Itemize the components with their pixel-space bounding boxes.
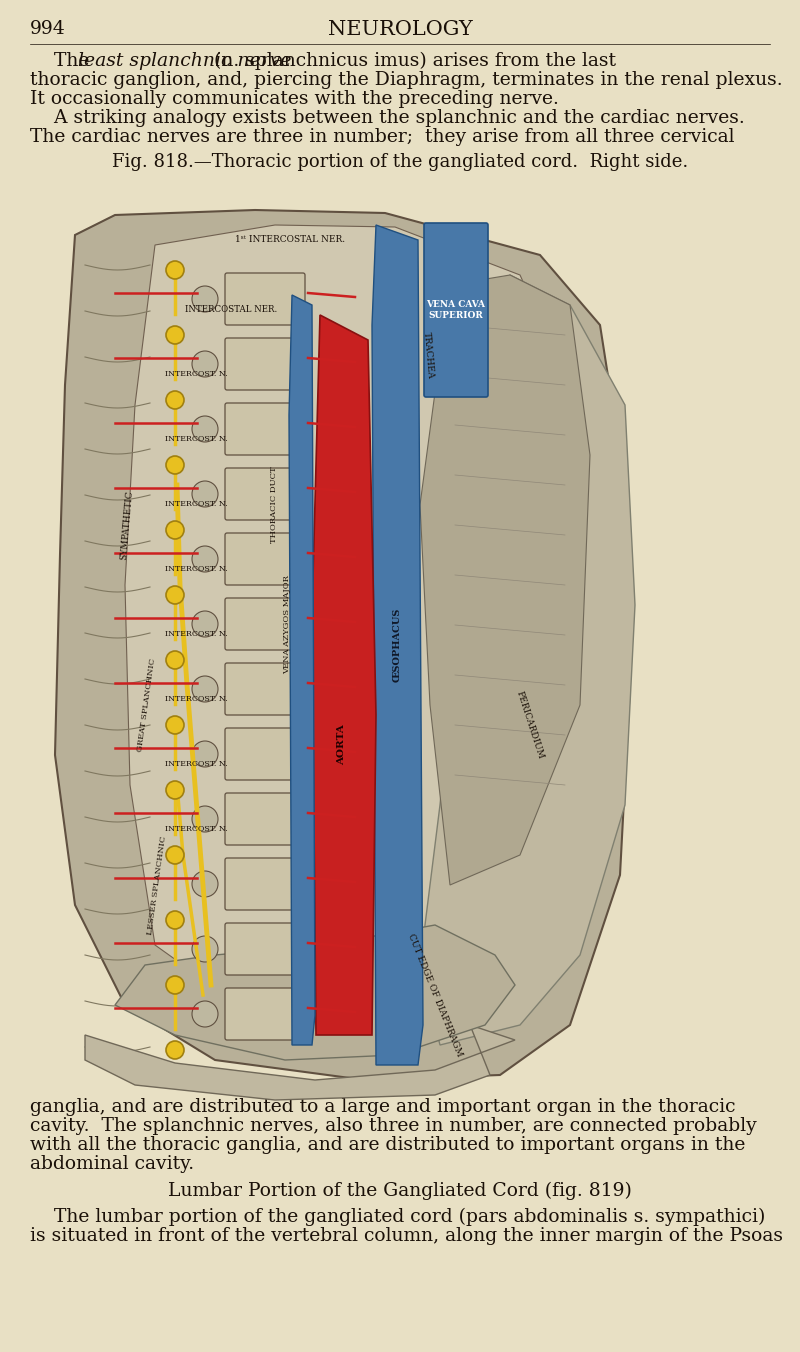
- FancyBboxPatch shape: [225, 338, 305, 389]
- Text: with all the thoracic ganglia, and are distributed to important organs in the: with all the thoracic ganglia, and are d…: [30, 1136, 746, 1155]
- Text: Lumbar Portion of the Gangliated Cord (fig. 819): Lumbar Portion of the Gangliated Cord (f…: [168, 1182, 632, 1199]
- FancyBboxPatch shape: [225, 794, 305, 845]
- Circle shape: [192, 287, 218, 312]
- Circle shape: [192, 546, 218, 572]
- Polygon shape: [125, 224, 580, 1005]
- Circle shape: [166, 781, 184, 799]
- Text: (n. splanchnicus imus) arises from the last: (n. splanchnicus imus) arises from the l…: [208, 51, 616, 70]
- Text: ŒSOPHACUS: ŒSOPHACUS: [393, 608, 402, 683]
- Text: LESSER SPLANCHNIC: LESSER SPLANCHNIC: [146, 836, 168, 936]
- Circle shape: [166, 911, 184, 929]
- Text: INTERCOST. N.: INTERCOST. N.: [165, 565, 228, 573]
- Circle shape: [166, 261, 184, 279]
- Text: abdominal cavity.: abdominal cavity.: [30, 1155, 194, 1174]
- FancyBboxPatch shape: [225, 468, 305, 521]
- Text: INTERCOST. N.: INTERCOST. N.: [165, 630, 228, 638]
- Polygon shape: [289, 295, 315, 1045]
- Text: INTERCOST. N.: INTERCOST. N.: [165, 370, 228, 379]
- FancyBboxPatch shape: [225, 662, 305, 715]
- Text: 994: 994: [30, 20, 66, 38]
- Text: The: The: [30, 51, 95, 70]
- Text: least splanchnic nerve: least splanchnic nerve: [78, 51, 291, 70]
- Text: 1ˢᵗ INTERCOSTAL NER.: 1ˢᵗ INTERCOSTAL NER.: [235, 235, 345, 243]
- Polygon shape: [85, 1025, 515, 1101]
- Circle shape: [166, 717, 184, 734]
- Text: Fig. 818.—Thoracic portion of the gangliated cord.  Right side.: Fig. 818.—Thoracic portion of the gangli…: [112, 153, 688, 170]
- Circle shape: [166, 521, 184, 539]
- FancyBboxPatch shape: [225, 533, 305, 585]
- Polygon shape: [420, 274, 590, 886]
- FancyBboxPatch shape: [225, 923, 305, 975]
- Text: CUT EDGE OF DIAPHRAGM: CUT EDGE OF DIAPHRAGM: [406, 933, 464, 1057]
- Polygon shape: [372, 224, 423, 1065]
- Polygon shape: [55, 210, 630, 1080]
- Circle shape: [166, 1041, 184, 1059]
- Polygon shape: [115, 925, 515, 1060]
- Text: NEUROLOGY: NEUROLOGY: [328, 20, 472, 39]
- Circle shape: [166, 326, 184, 343]
- Text: cavity.  The splanchnic nerves, also three in number, are connected probably: cavity. The splanchnic nerves, also thre…: [30, 1117, 757, 1134]
- Circle shape: [166, 652, 184, 669]
- Circle shape: [192, 481, 218, 507]
- FancyBboxPatch shape: [225, 598, 305, 650]
- FancyBboxPatch shape: [225, 273, 305, 324]
- Circle shape: [192, 871, 218, 896]
- FancyBboxPatch shape: [424, 223, 488, 397]
- Text: INTERCOST. N.: INTERCOST. N.: [165, 760, 228, 768]
- Text: GREAT SPLANCHNIC: GREAT SPLANCHNIC: [137, 658, 158, 752]
- Text: THORACIC DUCT: THORACIC DUCT: [270, 466, 278, 544]
- Text: INTERCOST. N.: INTERCOST. N.: [165, 500, 228, 508]
- Circle shape: [192, 806, 218, 831]
- Circle shape: [192, 741, 218, 767]
- Text: INTERCOST. N.: INTERCOST. N.: [165, 825, 228, 833]
- Polygon shape: [312, 315, 376, 1036]
- Text: The lumbar portion of the gangliated cord (pars abdominalis s. sympathici): The lumbar portion of the gangliated cor…: [30, 1209, 766, 1226]
- Text: PERICARDIUM: PERICARDIUM: [514, 690, 546, 760]
- Circle shape: [166, 976, 184, 994]
- Text: It occasionally communicates with the preceding nerve.: It occasionally communicates with the pr…: [30, 91, 559, 108]
- FancyBboxPatch shape: [225, 988, 305, 1040]
- Circle shape: [192, 1000, 218, 1028]
- Text: VENA AZYGOS MAJOR: VENA AZYGOS MAJOR: [283, 576, 291, 675]
- Text: VENA CAVA
SUPERIOR: VENA CAVA SUPERIOR: [426, 300, 486, 319]
- Circle shape: [192, 936, 218, 963]
- FancyBboxPatch shape: [225, 403, 305, 456]
- Circle shape: [166, 391, 184, 410]
- FancyBboxPatch shape: [225, 727, 305, 780]
- Circle shape: [166, 585, 184, 604]
- Text: SYMPATHETIC: SYMPATHETIC: [119, 489, 134, 560]
- Text: ganglia, and are distributed to a large and important organ in the thoracic: ganglia, and are distributed to a large …: [30, 1098, 735, 1115]
- Polygon shape: [420, 274, 635, 1045]
- Text: INTERCOSTAL NER.: INTERCOSTAL NER.: [185, 306, 278, 314]
- Text: is situated in front of the vertebral column, along the inner margin of the Psoa: is situated in front of the vertebral co…: [30, 1228, 783, 1245]
- Circle shape: [192, 611, 218, 637]
- Circle shape: [192, 352, 218, 377]
- Text: INTERCOST. N.: INTERCOST. N.: [165, 435, 228, 443]
- Circle shape: [166, 846, 184, 864]
- FancyBboxPatch shape: [225, 859, 305, 910]
- Text: TRACHEA: TRACHEA: [422, 331, 435, 379]
- Text: thoracic ganglion, and, piercing the Diaphragm, terminates in the renal plexus.: thoracic ganglion, and, piercing the Dia…: [30, 72, 782, 89]
- Circle shape: [192, 416, 218, 442]
- Text: A striking analogy exists between the splanchnic and the cardiac nerves.: A striking analogy exists between the sp…: [30, 110, 745, 127]
- Circle shape: [166, 456, 184, 475]
- Text: AORTA: AORTA: [338, 725, 346, 765]
- Circle shape: [192, 676, 218, 702]
- Text: INTERCOST. N.: INTERCOST. N.: [165, 695, 228, 703]
- Text: The cardiac nerves are three in number;  they arise from all three cervical: The cardiac nerves are three in number; …: [30, 128, 734, 146]
